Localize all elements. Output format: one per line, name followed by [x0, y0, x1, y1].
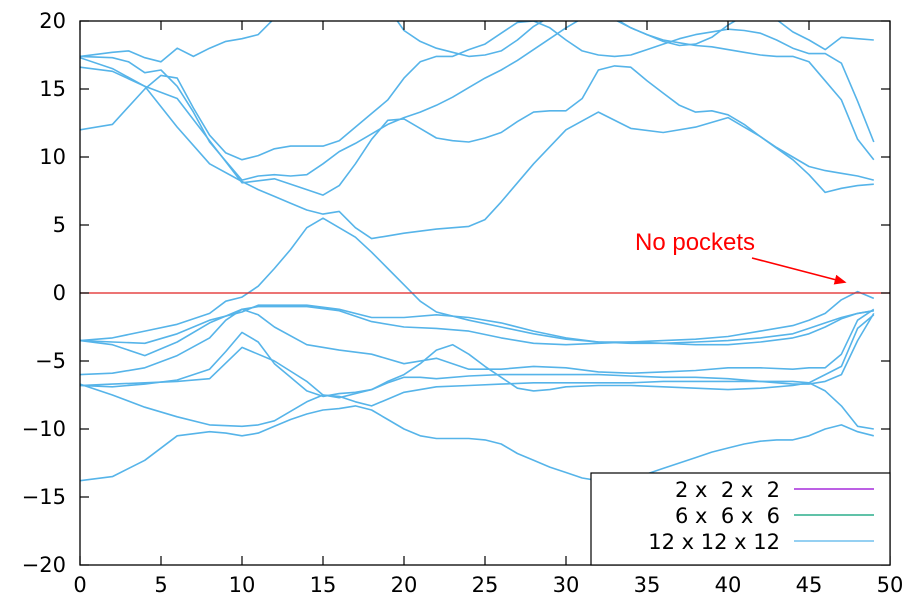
band-line-9: [80, 56, 874, 240]
legend-label-2x2x2: 2 x 2 x 2: [675, 478, 780, 502]
x-tick-label: 40: [715, 573, 742, 597]
x-tick-label: 30: [553, 573, 580, 597]
y-tick-label: 5: [53, 213, 66, 237]
band-line-3: [80, 312, 875, 399]
x-tick-label: 15: [310, 573, 337, 597]
band-line-4: [80, 314, 875, 398]
x-tick-label: 25: [472, 573, 499, 597]
x-tick-label: 35: [634, 573, 661, 597]
annotation: No pockets: [635, 229, 847, 285]
band-line-2: [80, 380, 874, 430]
legend-box: [590, 472, 891, 566]
y-tick-label: 0: [53, 281, 66, 305]
band-line-6: [80, 305, 874, 357]
legend-label-12x12x12: 12 x 12 x 12: [648, 530, 780, 554]
y-tick-label: −15: [22, 485, 66, 509]
legend: 2 x 2 x 2 6 x 6 x 6 12 x 12 x 12: [590, 472, 891, 566]
axis-ticks: 0 5 10 15 20 25 30 35 40 45 50 −20 −15 −10 −5 0 5 10 15 20: [22, 9, 904, 597]
band-line-1: [80, 405, 874, 482]
y-tick-label: 20: [39, 9, 66, 33]
band-line-7: [80, 290, 875, 345]
band-line-10: [80, 65, 874, 196]
band-line-13: [80, 21, 874, 63]
annotation-no-pockets: No pockets: [635, 229, 755, 256]
y-tick-label: −20: [22, 553, 66, 577]
x-tick-label: 10: [229, 573, 256, 597]
x-tick-label: 20: [391, 573, 418, 597]
y-tick-label: 10: [39, 145, 66, 169]
x-tick-label: 5: [154, 573, 167, 597]
y-tick-label: −5: [35, 349, 66, 373]
band-line-8: [80, 217, 874, 345]
band-line-5: [80, 308, 875, 376]
x-tick-label: 50: [877, 573, 904, 597]
y-tick-label: 15: [39, 77, 66, 101]
band-line-11: [80, 21, 875, 161]
y-tick-label: −10: [22, 417, 66, 441]
x-tick-label: 0: [73, 573, 86, 597]
x-tick-label: 45: [796, 573, 823, 597]
legend-label-6x6x6: 6 x 6 x 6: [675, 504, 780, 528]
band-line-12: [80, 21, 875, 181]
annotation-arrow: [751, 257, 847, 285]
band-lines: [80, 21, 875, 482]
